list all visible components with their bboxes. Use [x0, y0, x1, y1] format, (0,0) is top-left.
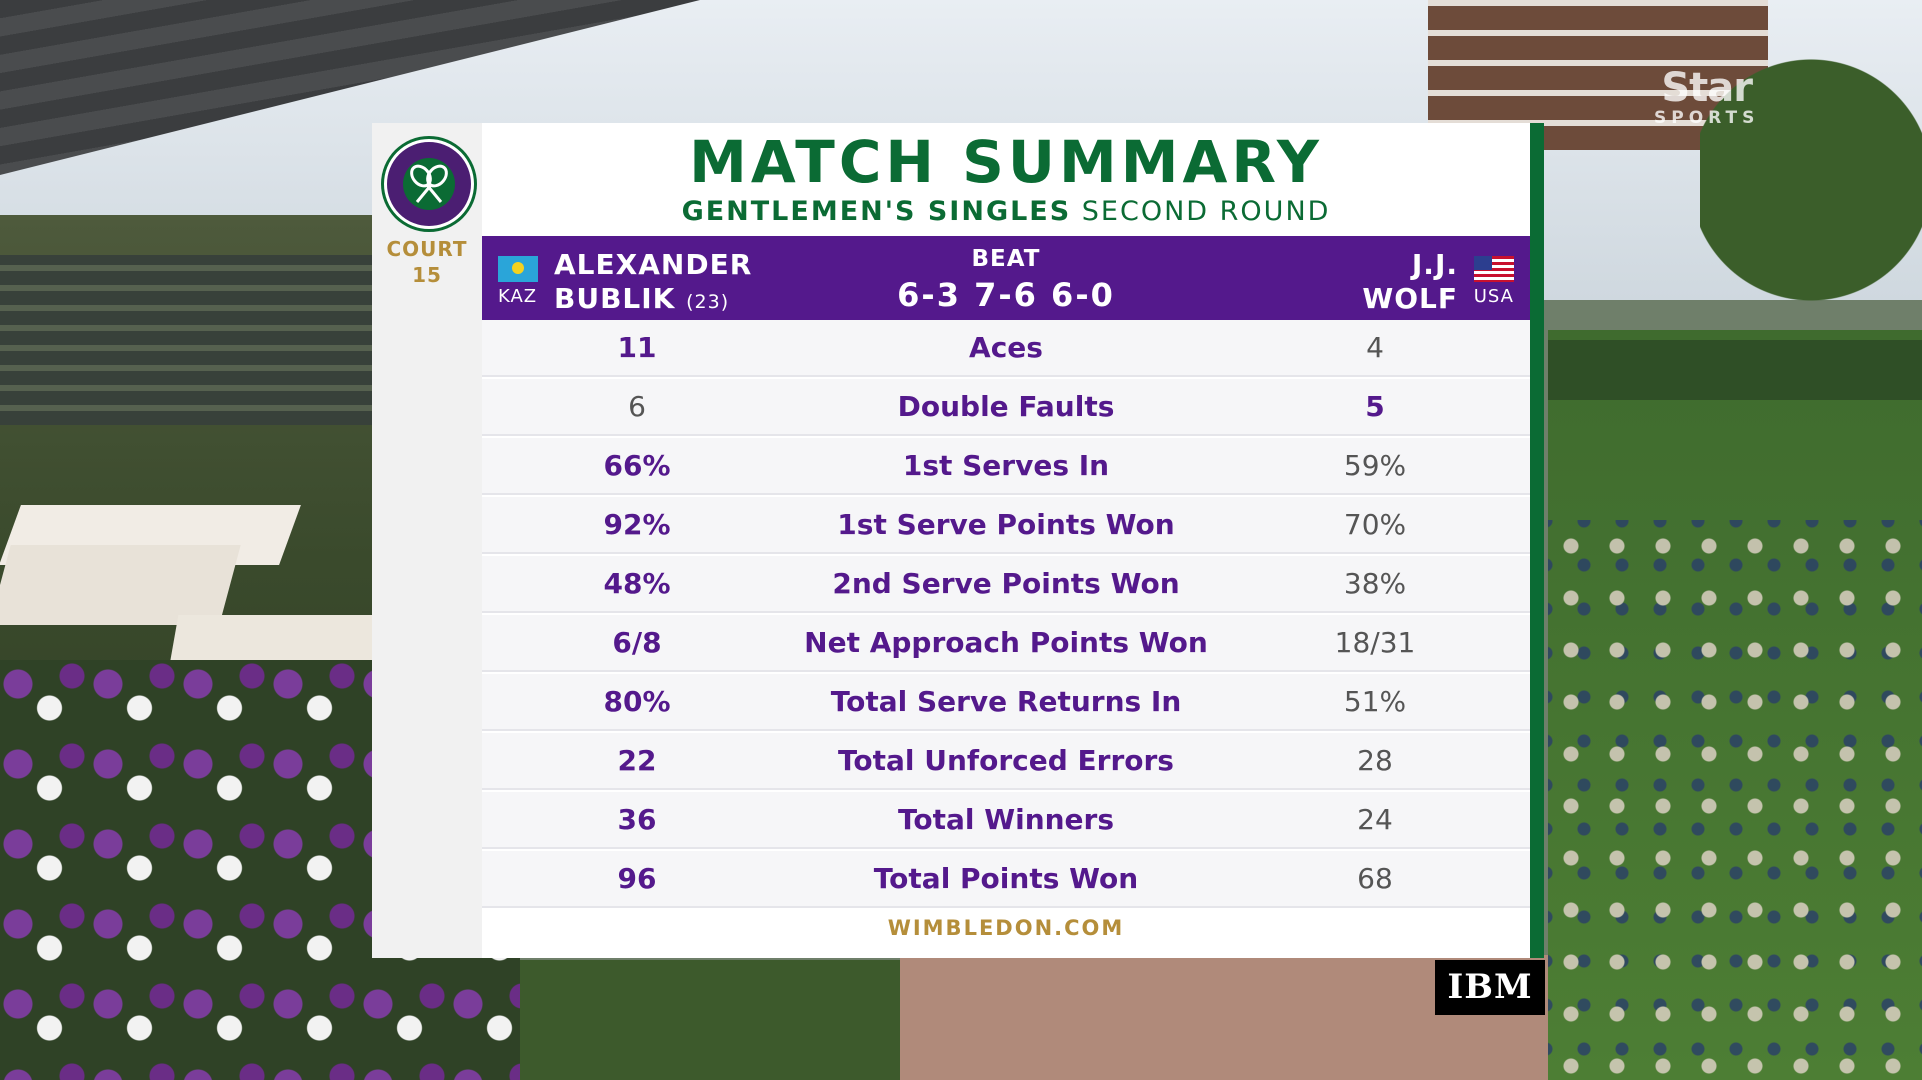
stat-label: 1st Serves In — [902, 449, 1110, 482]
green-edge-stripe — [1530, 123, 1544, 958]
broadcaster-watermark: Star SPORTS — [1654, 68, 1759, 128]
court-label: COURT — [386, 237, 468, 261]
stat-label: Total Unforced Errors — [838, 744, 1174, 777]
stat-label: Total Points Won — [873, 862, 1139, 895]
kazakhstan-flag-icon — [498, 256, 538, 282]
broadcaster-sub: SPORTS — [1654, 108, 1760, 128]
stat-row: 36 Total Winners 24 — [482, 792, 1530, 849]
player2-country: USA — [1473, 286, 1514, 307]
stat-row: 80% Total Serve Returns In 51% — [482, 674, 1530, 731]
stats-table: 11 Aces 4 6 Double Faults 5 66% 1st Serv… — [482, 320, 1530, 910]
hedge — [520, 960, 950, 1080]
stat-row: 6/8 Net Approach Points Won 18/31 — [482, 615, 1530, 672]
stat-label: Double Faults — [897, 390, 1115, 423]
stat-row: 6 Double Faults 5 — [482, 379, 1530, 436]
match-result-header: KAZ ALEXANDER BUBLIK (23) BEAT 6-3 7-6 6… — [482, 236, 1530, 320]
player1-seed: (23) — [686, 291, 730, 313]
player2-stat: 5 — [1365, 390, 1385, 423]
player2-stat: 4 — [1366, 331, 1384, 364]
stat-label: Total Serve Returns In — [830, 685, 1182, 718]
player1-stat: 96 — [617, 862, 657, 895]
player2-stat: 28 — [1357, 744, 1393, 777]
footer-url: WIMBLEDON.COM — [887, 916, 1125, 940]
hedge — [1548, 340, 1922, 400]
crossed-rackets-icon — [403, 158, 455, 210]
stat-label: Total Winners — [897, 803, 1115, 836]
player2-last-name: WOLF — [1362, 282, 1458, 315]
stat-label: 2nd Serve Points Won — [832, 567, 1180, 600]
player1-stat: 36 — [617, 803, 657, 836]
canopy — [0, 545, 241, 625]
stat-label: 1st Serve Points Won — [837, 508, 1175, 541]
page-title: MATCH SUMMARY — [689, 128, 1323, 196]
player1-stat: 6/8 — [612, 626, 662, 659]
event-subtitle: GENTLEMEN'S SINGLES SECOND ROUND — [482, 196, 1530, 228]
stat-row: 22 Total Unforced Errors 28 — [482, 733, 1530, 790]
stat-row: 11 Aces 4 — [482, 320, 1530, 377]
player2-stat: 38% — [1343, 567, 1407, 600]
player1-last-name: BUBLIK (23) — [554, 282, 729, 315]
result-word: BEAT — [971, 246, 1041, 272]
player1-stat: 80% — [603, 685, 671, 718]
player1-stat: 48% — [603, 567, 671, 600]
player1-surname: BUBLIK — [554, 282, 676, 315]
trees — [1700, 30, 1922, 330]
stat-label: Net Approach Points Won — [804, 626, 1208, 659]
graphic-side-panel — [372, 123, 482, 958]
player2-stat: 18/31 — [1334, 626, 1416, 659]
player1-country: KAZ — [498, 286, 538, 307]
player2-stat: 59% — [1343, 449, 1407, 482]
court-number: 15 — [412, 263, 442, 287]
ibm-logo: IBM — [1435, 960, 1545, 1015]
match-score: 6-3 7-6 6-0 — [897, 276, 1115, 314]
player1-first-name: ALEXANDER — [554, 248, 753, 281]
stat-label: Aces — [969, 331, 1043, 364]
usa-flag-icon — [1474, 256, 1514, 282]
round-name: SECOND ROUND — [1081, 196, 1331, 227]
player2-first-name: J.J. — [1411, 248, 1458, 281]
stat-row: 66% 1st Serves In 59% — [482, 438, 1530, 495]
player2-stat: 24 — [1357, 803, 1393, 836]
player1-stat: 92% — [603, 508, 671, 541]
player2-stat: 68 — [1357, 862, 1393, 895]
event-name: GENTLEMEN'S SINGLES — [681, 196, 1072, 227]
stat-row: 92% 1st Serve Points Won 70% — [482, 497, 1530, 554]
stat-row: 96 Total Points Won 68 — [482, 851, 1530, 908]
player1-stat: 66% — [603, 449, 671, 482]
spectators — [1548, 520, 1922, 1080]
player1-stat: 6 — [628, 390, 646, 423]
wimbledon-logo-icon — [384, 139, 474, 229]
broadcaster-name: Star — [1661, 65, 1753, 111]
player2-stat: 51% — [1343, 685, 1407, 718]
stat-row: 48% 2nd Serve Points Won 38% — [482, 556, 1530, 613]
player2-stat: 70% — [1343, 508, 1407, 541]
player1-stat: 11 — [617, 331, 657, 364]
stands — [0, 255, 380, 425]
court-indicator: COURT 15 — [372, 236, 482, 288]
player1-stat: 22 — [617, 744, 657, 777]
